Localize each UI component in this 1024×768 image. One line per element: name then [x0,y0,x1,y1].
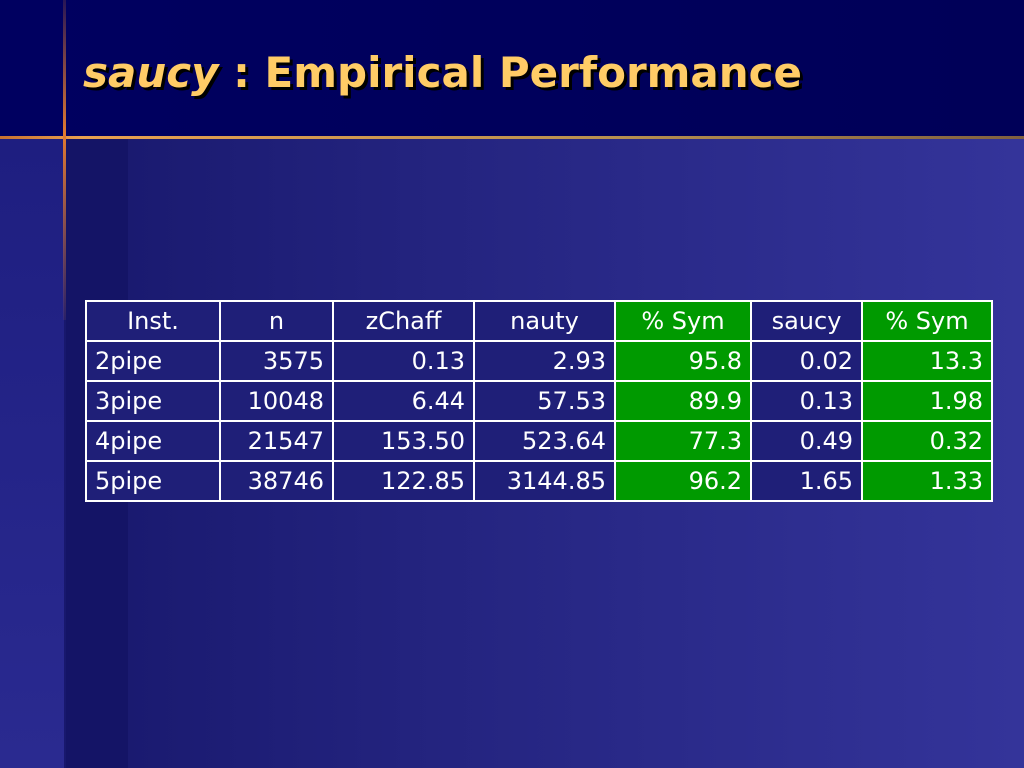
table-cell: 1.33 [861,460,993,502]
title-text: : Empirical Performance [218,48,803,97]
table-cell: 57.53 [473,380,616,422]
table-cell: 5pipe [85,460,221,502]
table-row: 5pipe 38746 122.85 3144.85 96.2 1.65 1.33 [85,460,993,502]
table-cell: 153.50 [332,420,475,462]
table-cell: 0.02 [750,340,863,382]
table-cell: 13.3 [861,340,993,382]
divider [63,0,66,320]
results-table: Inst. n zChaff nauty% Sym saucy% Sym 2pipe 357… [85,300,993,502]
table-cell: 96.2 [614,460,752,502]
table-cell: 4pipe [85,420,221,462]
column-header: % Sym [861,300,993,342]
table-cell: 2.93 [473,340,616,382]
table-cell: 77.3 [614,420,752,462]
table-cell: 1.65 [750,460,863,502]
column-header: % Sym [614,300,752,342]
table-cell: 38746 [219,460,334,502]
table-row: 4pipe 21547 153.50 523.64 77.3 0.49 0.32 [85,420,993,462]
table-cell: 0.13 [332,340,475,382]
column-header: Inst. [85,300,221,342]
table-cell: 3pipe [85,380,221,422]
title-emphasis: saucy [83,48,219,97]
title-band [0,0,1024,136]
table-cell: 0.49 [750,420,863,462]
table-row: 2pipe 3575 0.13 2.93 95.8 0.02 13.3 [85,340,993,382]
slide-title: saucy : Empirical Performance [83,48,802,97]
table-cell: 0.32 [861,420,993,462]
table-cell: 95.8 [614,340,752,382]
column-header: saucy [750,300,863,342]
table-cell: 2pipe [85,340,221,382]
table-cell: 0.13 [750,380,863,422]
table-cell: 523.64 [473,420,616,462]
column-header: nauty [473,300,616,342]
header-row: Inst. n zChaff nauty% Sym saucy% Sym [85,300,993,342]
column-header: zChaff [332,300,475,342]
table-cell: 21547 [219,420,334,462]
table-cell: 3575 [219,340,334,382]
column-header: n [219,300,334,342]
table-cell: 1.98 [861,380,993,422]
left-band [0,136,64,768]
table-row: 3pipe 10048 6.44 57.53 89.9 0.13 1.98 [85,380,993,422]
divider [0,136,1024,139]
table-cell: 89.9 [614,380,752,422]
table-cell: 3144.85 [473,460,616,502]
table-cell: 122.85 [332,460,475,502]
table-cell: 10048 [219,380,334,422]
table-cell: 6.44 [332,380,475,422]
